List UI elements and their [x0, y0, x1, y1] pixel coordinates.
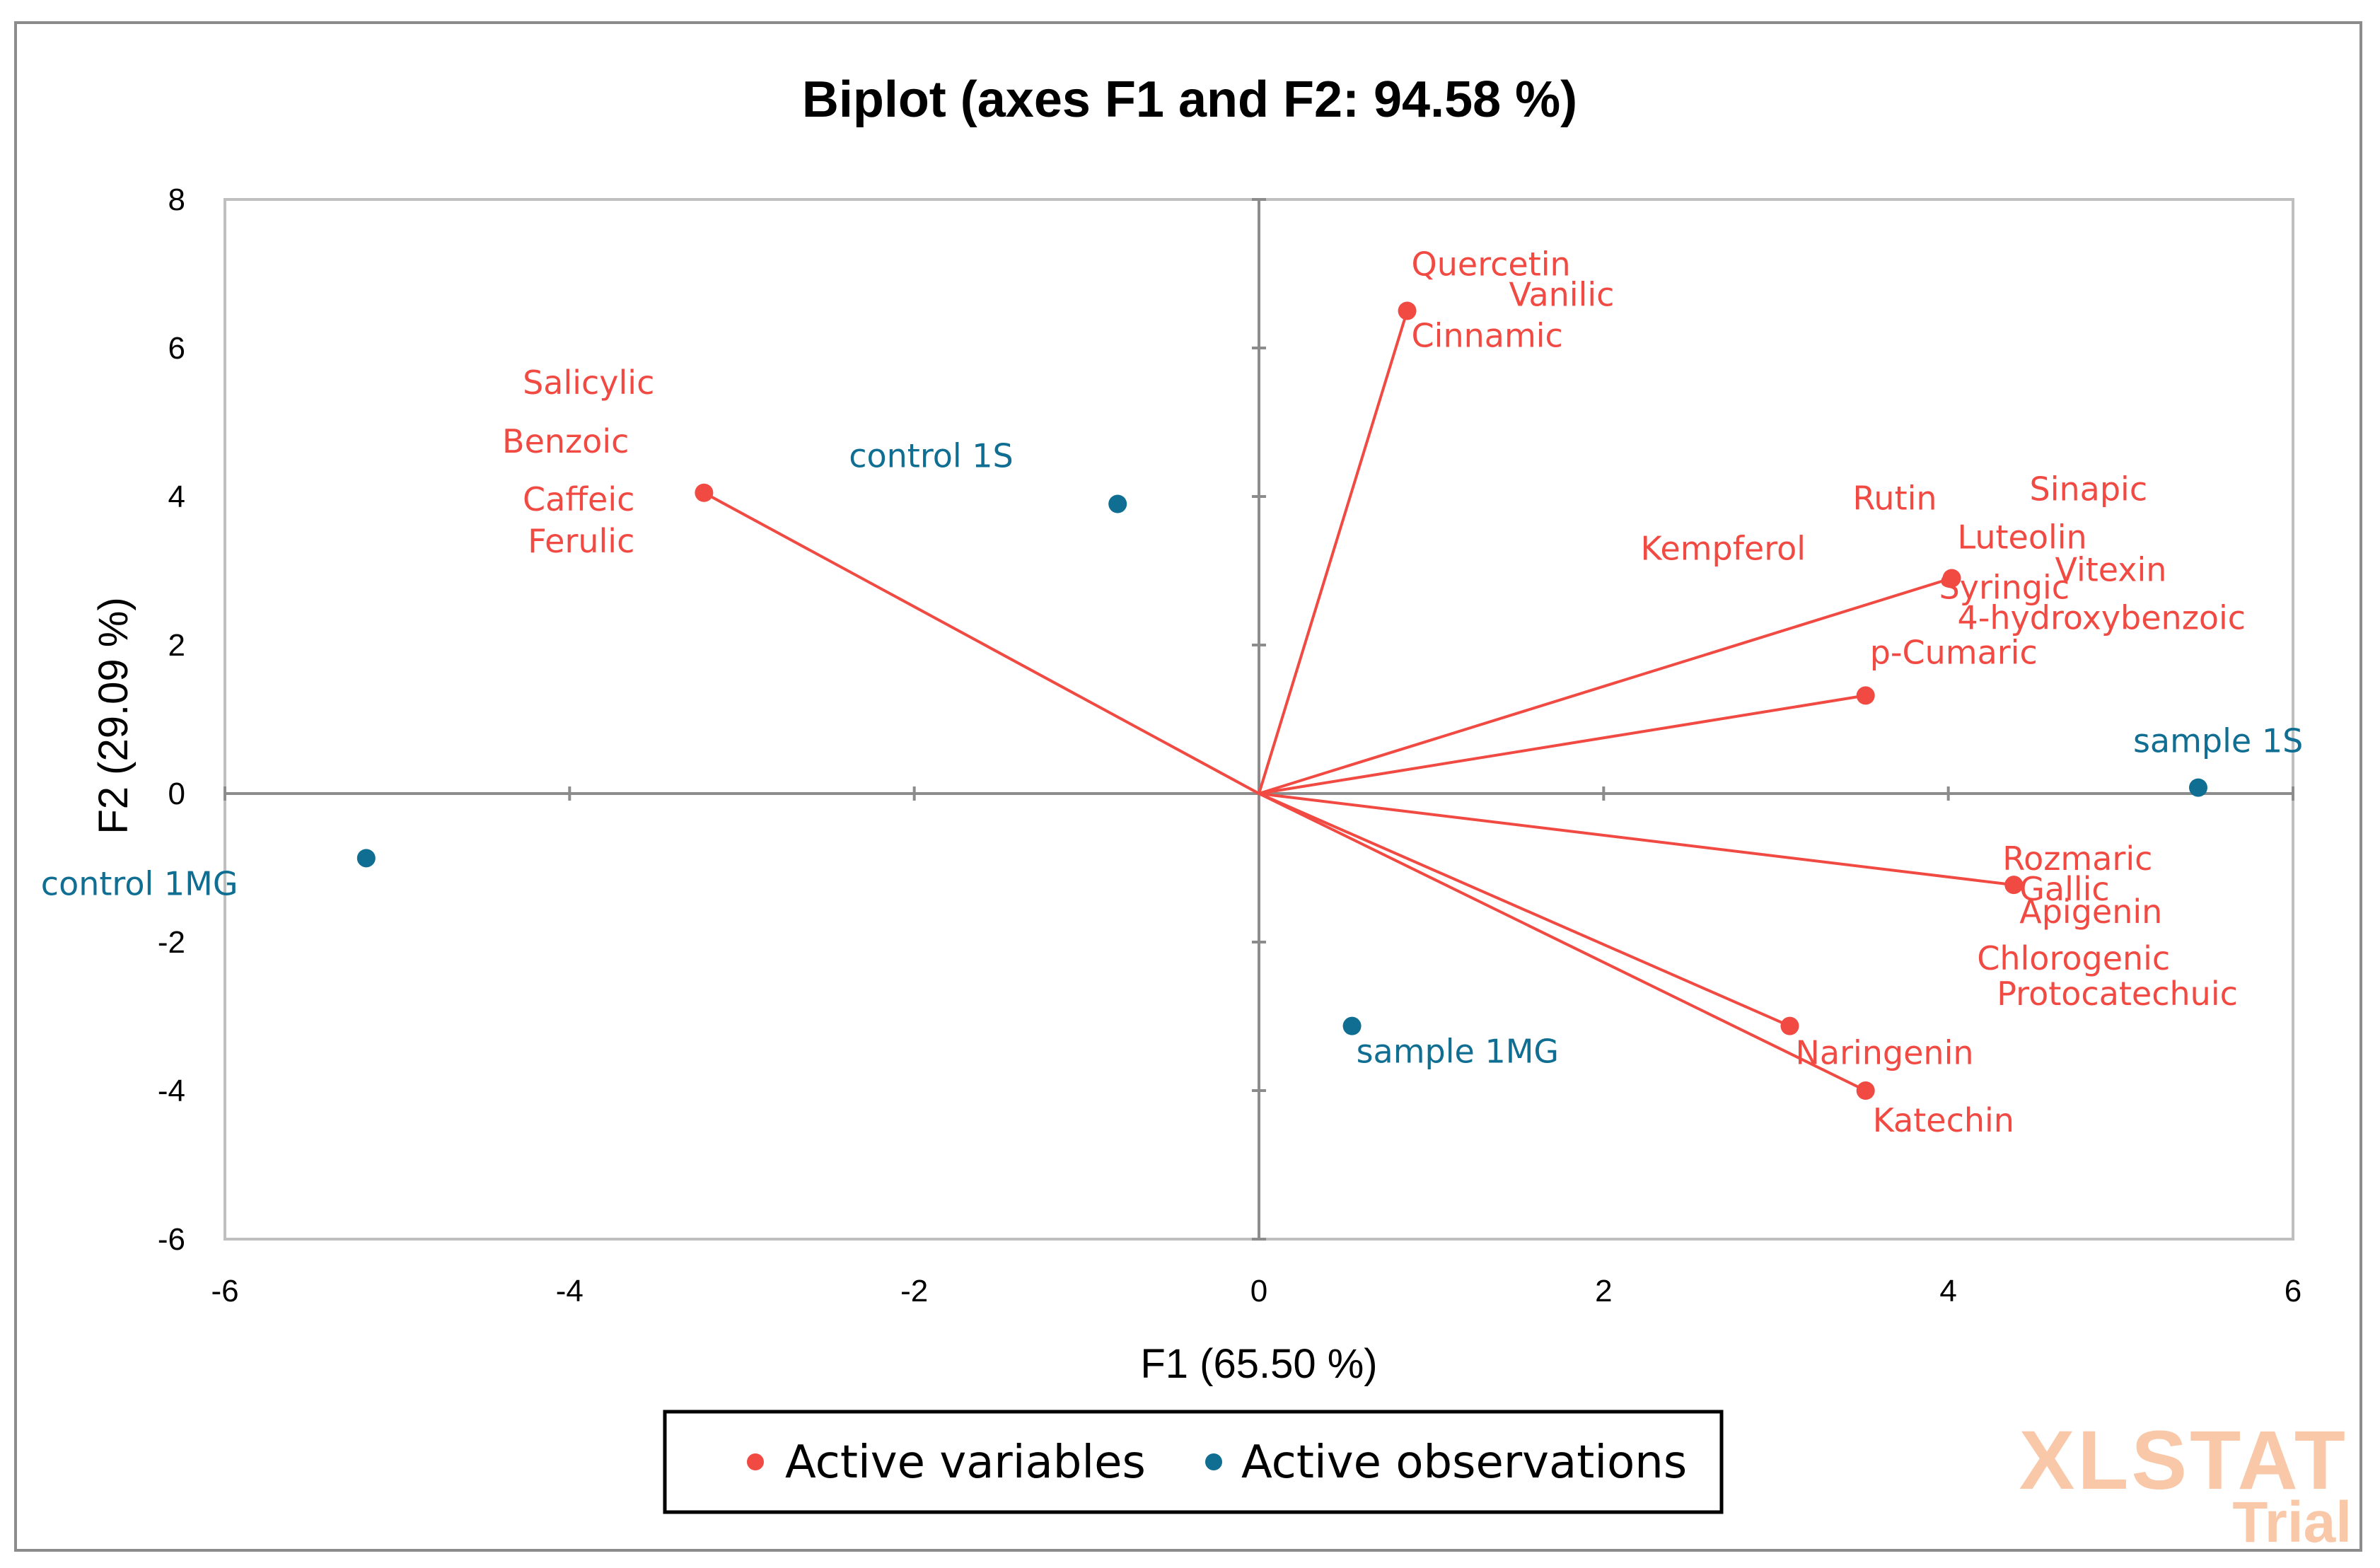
- y-tick-label: 2: [168, 628, 185, 663]
- observation-label: sample 1S: [2133, 722, 2303, 760]
- variable-point: [1780, 1016, 1799, 1035]
- x-tick-label: 4: [1939, 1274, 1956, 1308]
- variable-label: Vanilic: [1509, 276, 1615, 314]
- variable-label: Chlorogenic: [1977, 939, 2170, 977]
- x-tick-label: -6: [211, 1274, 238, 1308]
- variable-vector: [1258, 792, 1867, 1092]
- variable-label: p-Cumaric: [1870, 633, 2038, 671]
- y-tick-label: 4: [168, 480, 185, 514]
- y-tick-label: -6: [158, 1222, 185, 1257]
- x-tick-label: 0: [1250, 1274, 1267, 1308]
- x-tick-label: 6: [2285, 1274, 2301, 1308]
- variable-label: Ferulic: [528, 522, 634, 560]
- legend-label-variables: Active variables: [785, 1436, 1146, 1489]
- variable-label: Rozmaric: [2002, 840, 2152, 878]
- chart-frame: [14, 21, 2362, 1552]
- variable-point: [1398, 301, 1417, 320]
- legend-marker-observations: [1205, 1453, 1222, 1470]
- y-tick-label: 8: [168, 182, 185, 217]
- x-axis-title: F1 (65.50 %): [1140, 1341, 1377, 1387]
- x-tick-label: -4: [556, 1274, 584, 1308]
- variable-label: Syringic: [1939, 569, 2070, 607]
- observation-label: control 1S: [849, 437, 1014, 475]
- observation-point: [2188, 778, 2207, 797]
- variable-vector: [1258, 576, 1953, 795]
- variable-label: Gallic: [2019, 870, 2109, 908]
- variable-label: Benzoic: [502, 422, 629, 460]
- variable-point: [1856, 686, 1875, 705]
- observation-label: control 1MG: [41, 864, 238, 902]
- y-axis-title: F2 (29.09 %): [91, 597, 137, 834]
- watermark-trial: Trial: [2232, 1490, 2352, 1555]
- variable-label: 4-hydroxybenzoic: [1958, 599, 2246, 637]
- y-tick-label: 6: [168, 331, 185, 366]
- y-tick-label: 0: [168, 777, 185, 811]
- variable-label: Rutin: [1853, 480, 1937, 518]
- variable-vector: [1258, 694, 1867, 795]
- variable-label: Naringenin: [1795, 1034, 1973, 1072]
- observation-point: [1342, 1016, 1362, 1035]
- legend-box: [663, 1410, 1724, 1514]
- y-tick-label: -4: [158, 1074, 185, 1108]
- legend-label-observations: Active observations: [1241, 1436, 1687, 1489]
- variable-point: [2004, 876, 2024, 895]
- observation-point: [1108, 494, 1127, 513]
- variable-label: Caffeic: [523, 480, 634, 518]
- variable-label: Sinapic: [2030, 470, 2148, 509]
- variable-label: Cinnamic: [1412, 317, 1563, 355]
- variable-label: Kempferol: [1641, 530, 1806, 568]
- variable-label: Quercetin: [1412, 245, 1571, 284]
- legend-marker-variables: [747, 1453, 764, 1470]
- observation-point: [356, 849, 376, 868]
- variable-point: [1856, 1081, 1875, 1100]
- watermark-brand: XLSTAT: [2019, 1414, 2348, 1507]
- variable-point: [1942, 569, 1961, 588]
- variable-vector: [1258, 792, 2014, 887]
- chart-title: Biplot (axes F1 and F2: 94.58 %): [802, 71, 1577, 128]
- variable-vector: [703, 491, 1260, 795]
- variable-vector: [1258, 310, 1409, 794]
- observation-label: sample 1MG: [1357, 1033, 1559, 1071]
- variable-label: Luteolin: [1958, 518, 2087, 557]
- x-tick-label: 2: [1595, 1274, 1612, 1308]
- y-tick-label: -2: [158, 925, 185, 960]
- variable-label: Katechin: [1873, 1101, 2014, 1139]
- variable-point: [695, 483, 714, 502]
- variable-label: Vitexin: [2055, 551, 2167, 589]
- variable-label: Protocatechuic: [1997, 975, 2238, 1013]
- variable-label: Apigenin: [2019, 893, 2162, 931]
- x-tick-label: -2: [900, 1274, 928, 1308]
- legend: Active variables Active observations: [663, 1410, 1724, 1514]
- variable-vector: [1258, 792, 1791, 1028]
- variable-label: Salicylic: [523, 364, 654, 402]
